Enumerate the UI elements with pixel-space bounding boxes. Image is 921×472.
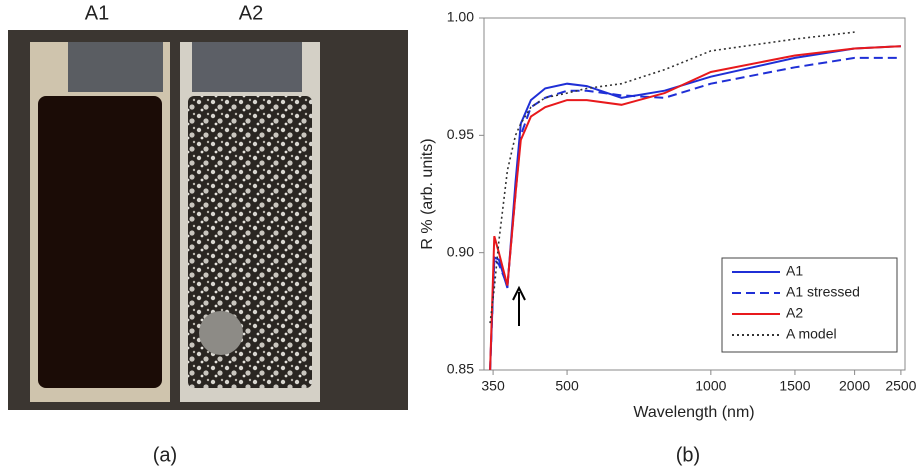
legend-label: A1: [786, 263, 803, 279]
y-tick-label: 0.85: [447, 361, 474, 377]
x-tick-label: 350: [481, 378, 505, 394]
legend-label: A1 stressed: [786, 284, 860, 300]
y-tick-label: 0.90: [447, 243, 474, 259]
caption: (b): [676, 444, 700, 466]
caption: (a): [153, 444, 177, 466]
x-axis-label: Wavelength (nm): [633, 404, 754, 421]
legend: [721, 257, 898, 353]
series-line: [489, 31, 855, 324]
arrow-head: [512, 285, 526, 301]
legend-label: A2: [786, 305, 803, 321]
x-tick-label: 1500: [779, 378, 810, 394]
series-line: [489, 45, 901, 371]
y-tick-label: 0.95: [447, 126, 474, 142]
plot-frame: [483, 17, 906, 371]
y-axis-label: R % (arb. units): [419, 138, 436, 249]
sample-label: A1: [85, 2, 109, 24]
legend-label: A model: [786, 326, 837, 342]
x-tick-label: 2000: [839, 378, 870, 394]
x-tick-label: 500: [555, 378, 579, 394]
x-tick-label: 1000: [695, 378, 726, 394]
sample-label: A2: [239, 2, 263, 24]
photo: A1 A2 (a): [8, 2, 408, 466]
y-tick-label: 1.00: [447, 9, 474, 25]
x-tick-label: 2500: [885, 378, 916, 394]
series-line: [489, 56, 901, 371]
chart: R % (arb. units) Wavelength (nm) (b): [419, 17, 906, 466]
